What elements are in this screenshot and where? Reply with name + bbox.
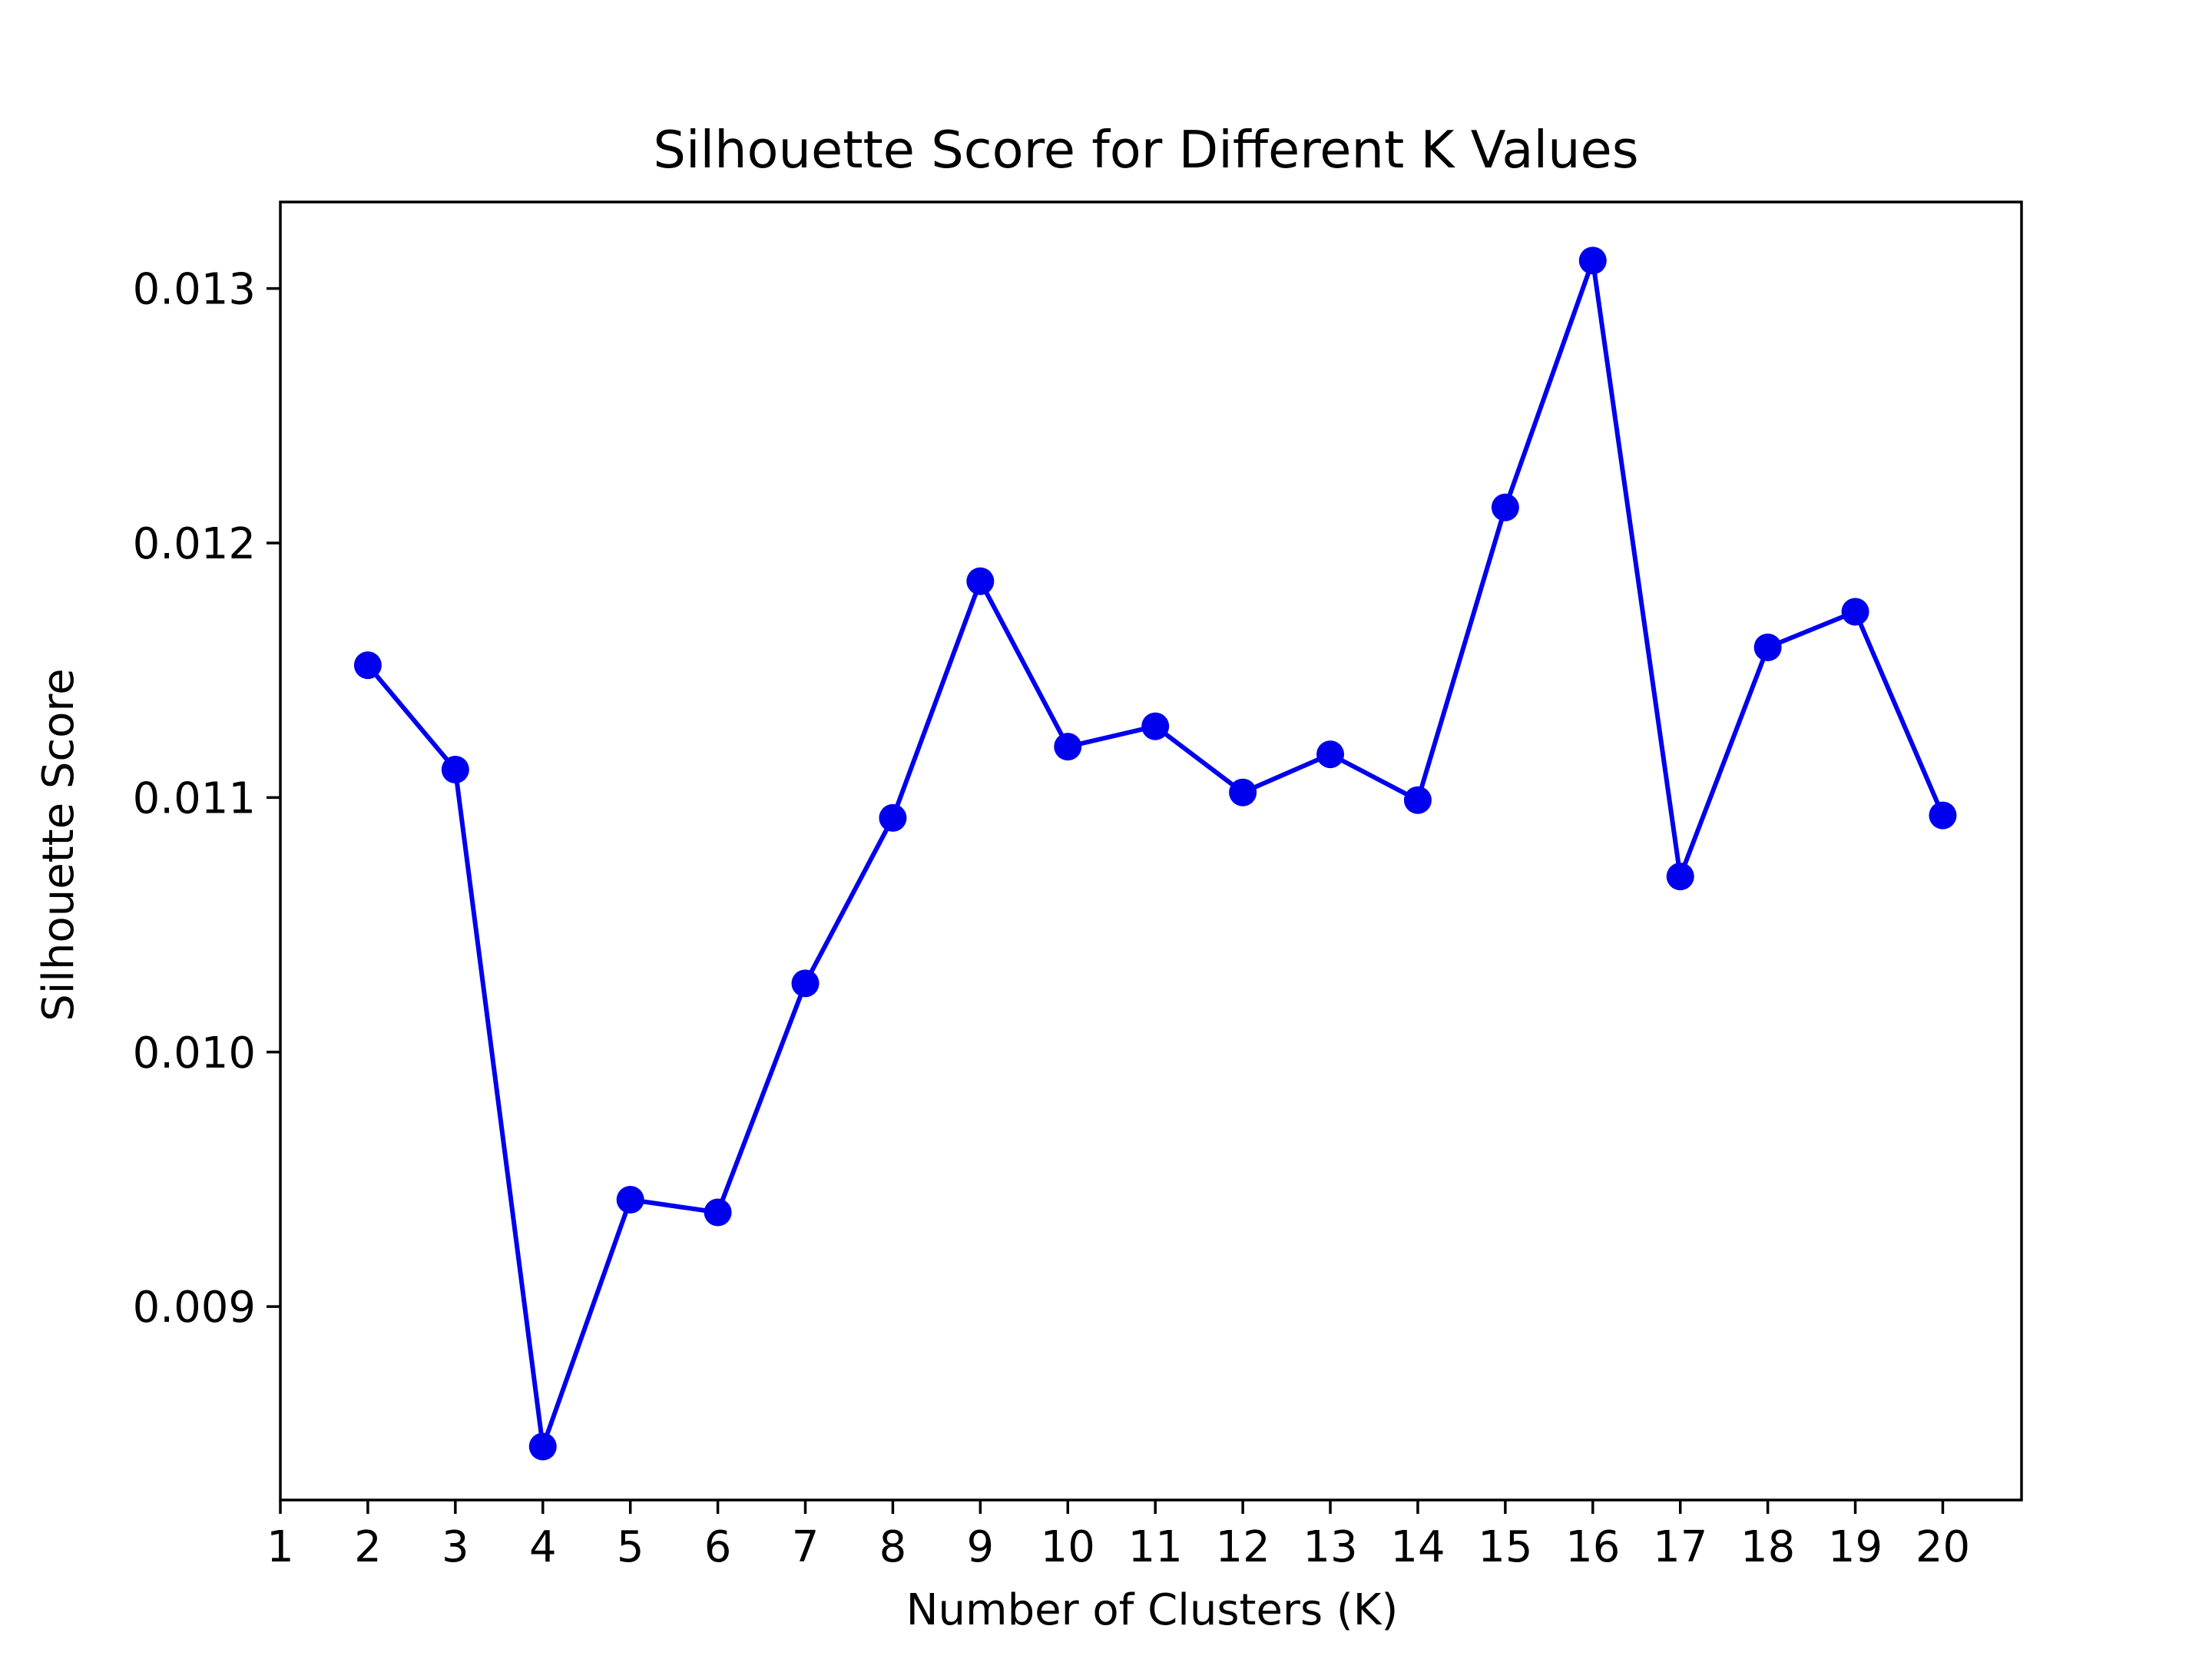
x-tick-label: 8 [879,1522,907,1572]
x-tick-label: 13 [1303,1522,1357,1572]
plot-frame [279,200,2023,1502]
plot-area: 1 2 3 4 5 6 7 8 9 10 11 12 13 14 15 16 17 18 19 200.0090.01… [133,200,2023,1572]
x-tick-label: 10 [1041,1522,1095,1572]
x-tick-label: 12 [1215,1522,1270,1572]
x-tick-label: 15 [1478,1522,1532,1572]
data-point [528,1432,557,1461]
x-tick-label: 5 [617,1522,644,1572]
data-point [966,567,995,595]
series-line [365,258,1945,1449]
y-tick-label: 0.010 [133,1028,256,1078]
data-point [1054,733,1082,761]
data-point [1403,786,1432,814]
y-axis-label: Silhouette Score [34,668,84,1021]
data-point [1229,778,1257,806]
data-point [879,803,907,832]
x-tick-label: 20 [1916,1522,1970,1572]
data-point [1491,493,1519,522]
x-tick-label: 11 [1128,1522,1183,1572]
data-point [1841,598,1869,626]
x-tick-label: 9 [967,1522,995,1572]
data-point [1666,863,1694,891]
x-tick-label: 4 [529,1522,557,1572]
x-tick-label: 17 [1653,1522,1707,1572]
x-tick-label: 14 [1390,1522,1445,1572]
data-point [704,1198,732,1227]
y-tick-label: 0.012 [133,519,256,569]
y-tick-label: 0.013 [133,265,256,315]
x-tick-label: 18 [1740,1522,1795,1572]
data-point [353,651,382,680]
chart-title: Silhouette Score for Different K Values [653,120,1638,180]
x-tick-label: 1 [267,1522,294,1572]
data-point [1753,633,1782,661]
data-point [1578,247,1607,275]
data-point [1316,740,1345,769]
data-point [441,755,469,783]
data-point [791,969,820,998]
x-axis-label: Number of Clusters (K) [906,1585,1399,1635]
data-point [1141,712,1170,740]
x-tick-label: 6 [704,1522,732,1572]
data-point [1929,801,1957,830]
x-tick-label: 3 [442,1522,469,1572]
y-tick-label: 0.011 [133,773,256,823]
x-tick-label: 19 [1828,1522,1883,1572]
x-tick-label: 16 [1565,1522,1620,1572]
x-tick-label: 7 [792,1522,820,1572]
data-point [616,1185,644,1214]
y-tick-label: 0.009 [133,1283,256,1333]
x-tick-label: 2 [354,1522,382,1572]
